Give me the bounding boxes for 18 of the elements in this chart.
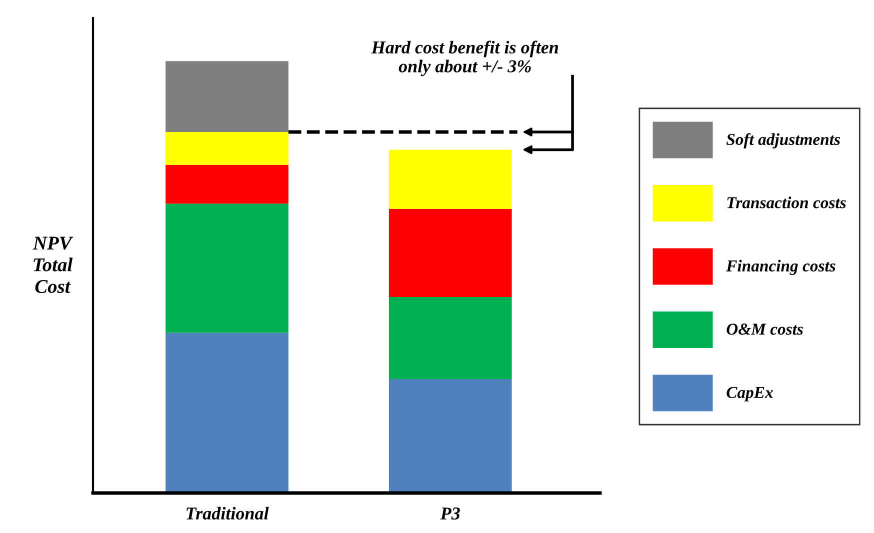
bar <box>166 204 288 333</box>
legend-label: O&M costs <box>726 324 803 335</box>
bar <box>388 208 512 297</box>
x-tick-label: P3 <box>440 507 460 520</box>
annotation: Hard cost benefit is often only about +/- 3% <box>371 40 558 76</box>
bar <box>166 332 288 493</box>
legend-label: Transaction costs <box>727 196 846 208</box>
bar <box>166 132 288 165</box>
x-tick-label: Traditional <box>186 506 269 520</box>
legend-label: Financing costs <box>726 260 836 275</box>
legend-label: Soft adjustments <box>726 133 840 148</box>
bar <box>388 379 512 493</box>
bar <box>388 296 512 379</box>
legend-label: CapEx <box>726 386 773 402</box>
bar <box>388 150 512 209</box>
bar <box>166 164 288 204</box>
bar <box>166 61 288 132</box>
y-axis-title: NPV Total Cost <box>32 236 74 294</box>
